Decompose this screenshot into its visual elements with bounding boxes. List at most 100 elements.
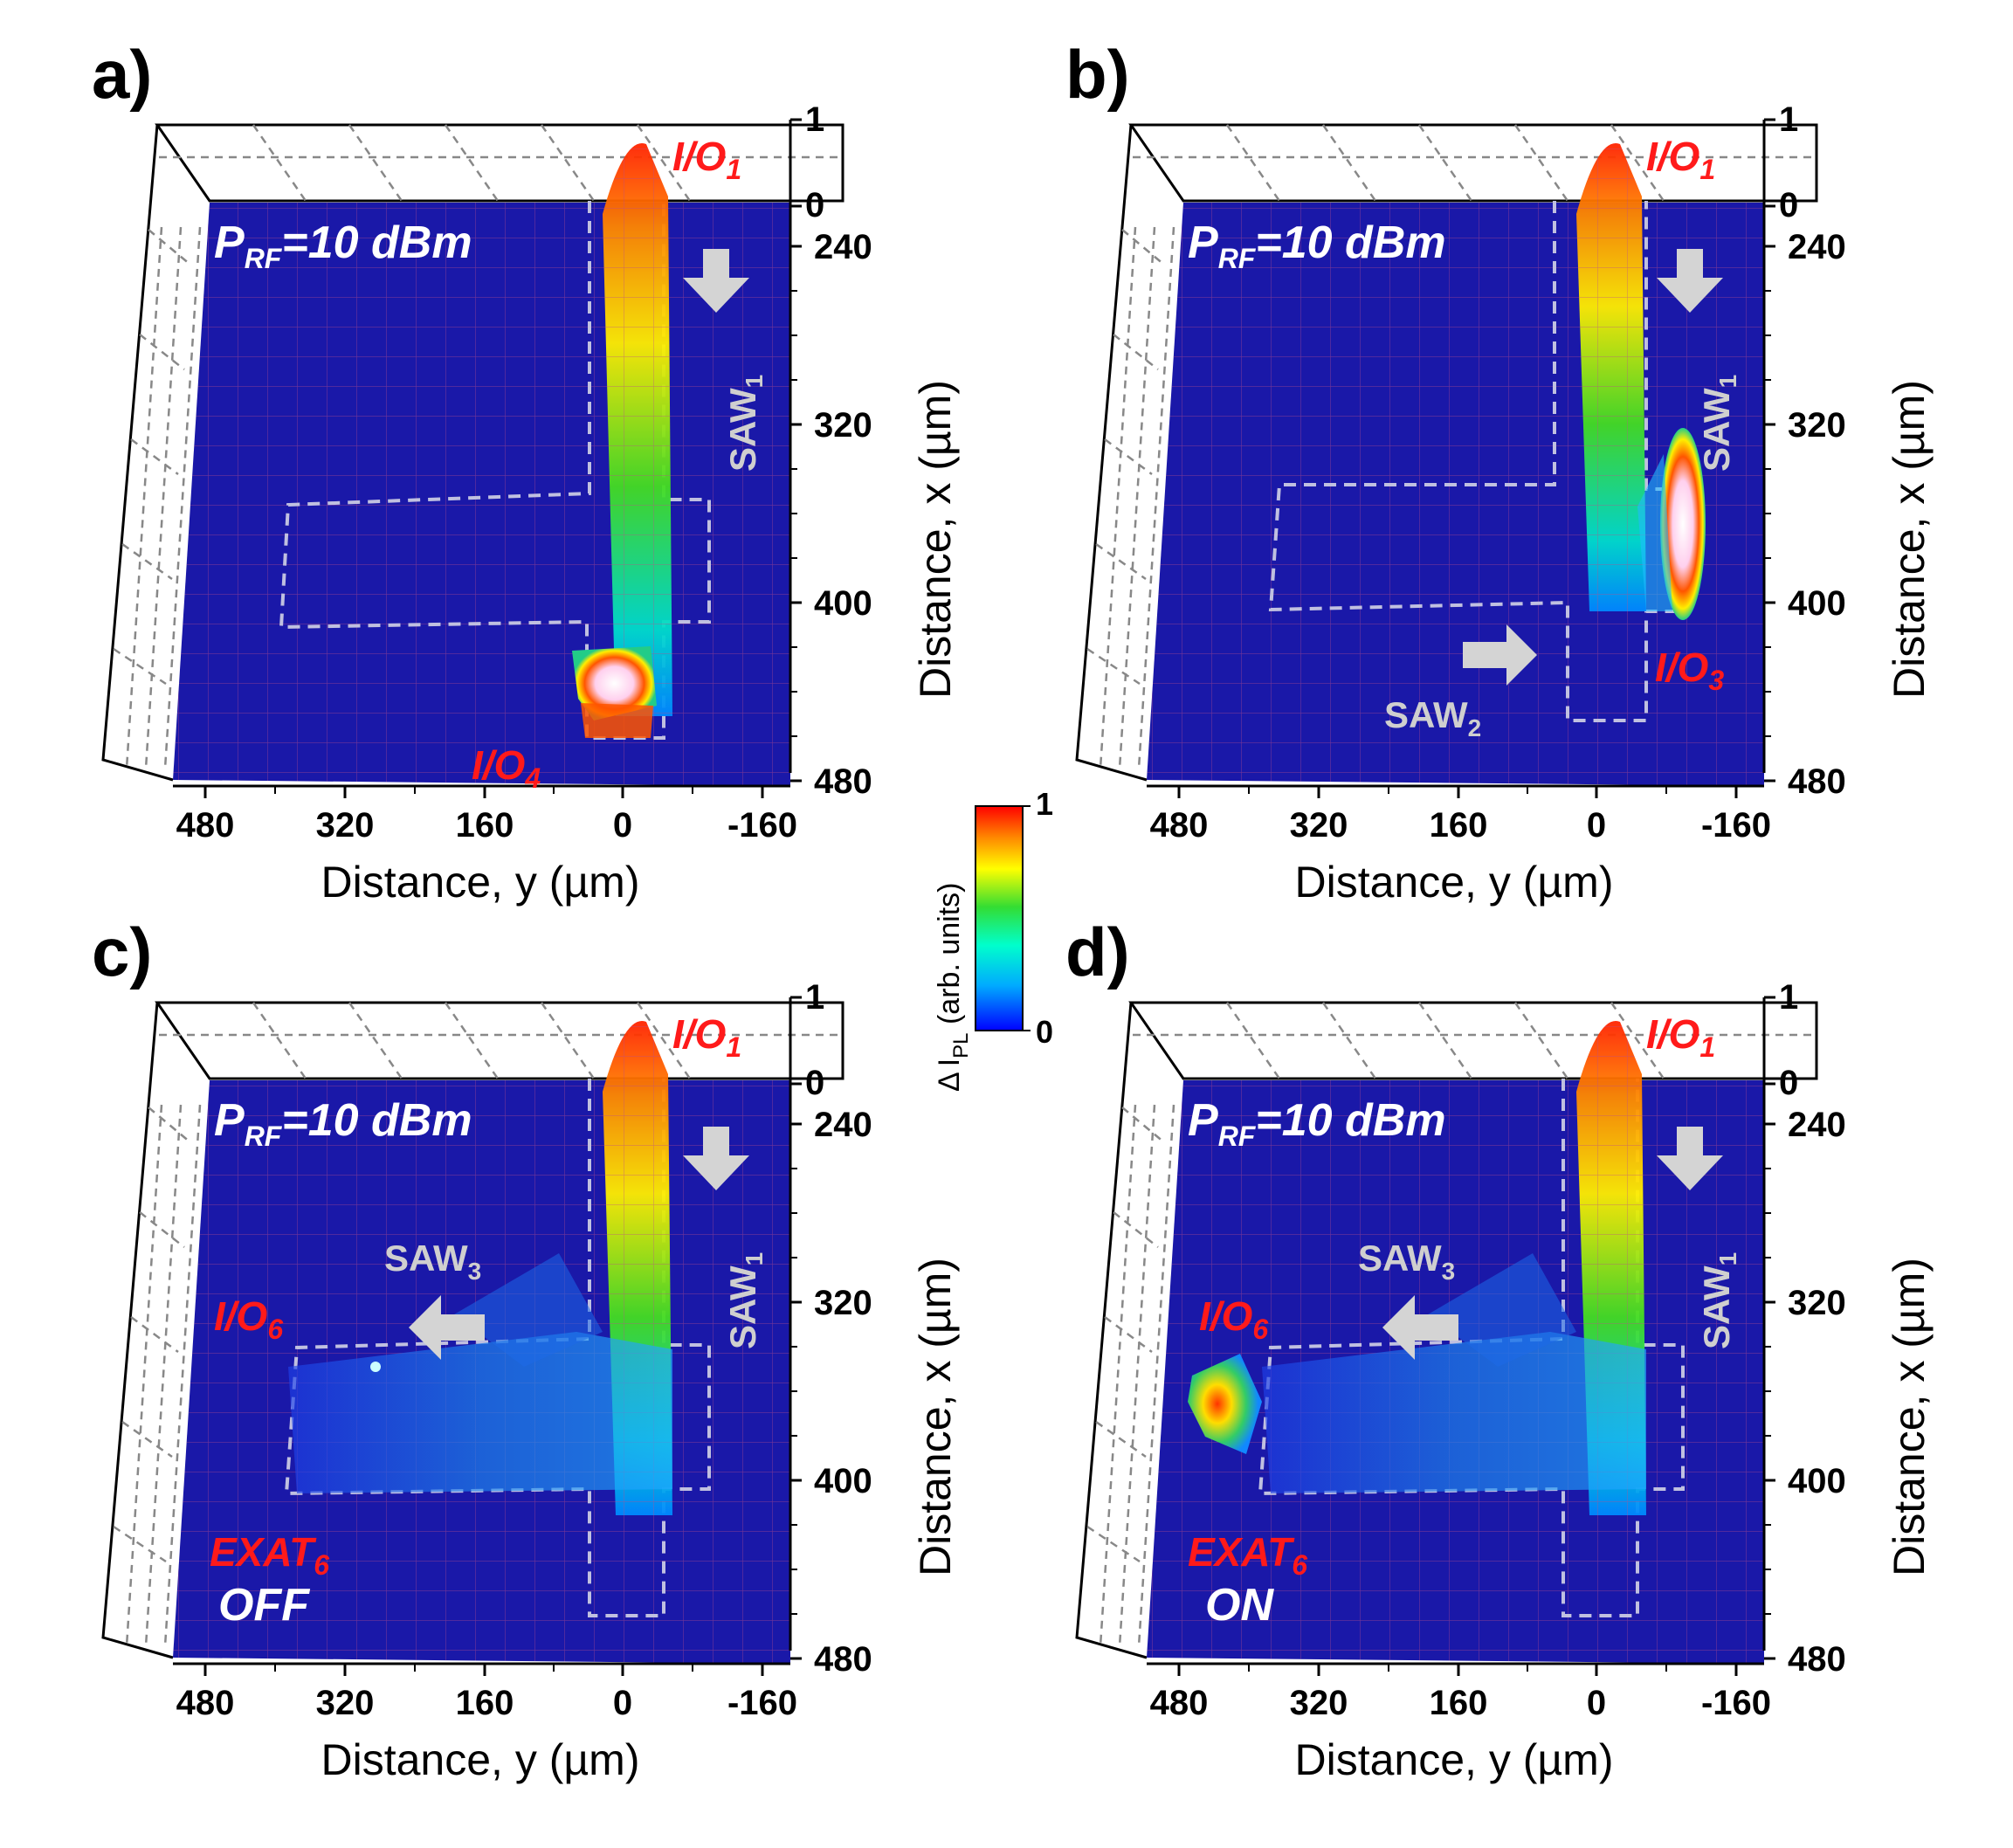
- saw1-label: SAW1: [1696, 375, 1741, 472]
- colorbar-title: ΔIPL (arb. units): [933, 883, 973, 1092]
- exat6-label: EXAT6: [210, 1529, 329, 1581]
- y-tick-320: 320: [1290, 806, 1348, 845]
- colorbar-gradient: [975, 805, 1024, 1031]
- saw1-label: SAW1: [722, 1252, 768, 1349]
- x-tick-240: 240: [814, 228, 872, 266]
- panel-label: a): [92, 36, 152, 113]
- y-tick-160: 160: [456, 1684, 514, 1722]
- io1-label: I/O1: [672, 1011, 741, 1063]
- y-tick--160: -160: [1701, 1684, 1771, 1722]
- x-tick-480: 480: [814, 762, 872, 801]
- panel-label: c): [92, 914, 152, 990]
- y-tick-160: 160: [1430, 1684, 1488, 1722]
- colorbar: 1 0 ΔIPL (arb. units): [933, 786, 1053, 1092]
- saw3-spread: [1262, 1332, 1646, 1493]
- saw1-arrow: [1657, 249, 1723, 313]
- box-top-frame: [1128, 123, 1818, 203]
- io6-label: I/O6: [1199, 1293, 1268, 1345]
- saw2-arrow: [1463, 624, 1537, 686]
- x-tick-320: 320: [1788, 406, 1846, 445]
- panel-label: d): [1065, 914, 1130, 990]
- panel-3: 1 0 240 320 400 480 Distance, x (µm) 480 320 160 0…: [92, 914, 960, 1784]
- y-tick-480: 480: [1150, 1684, 1209, 1722]
- io6-marker: [370, 1362, 381, 1372]
- x-tick-400: 400: [1788, 1462, 1846, 1500]
- box-left-frame: [1075, 124, 1148, 782]
- box-left-frame: [101, 124, 174, 782]
- box-top-frame: [1128, 1001, 1818, 1080]
- panel-2: 1 0 240 320 400 480 Distance, x (µm) 480 320 160 0…: [1065, 36, 1934, 907]
- y-axis-title: Distance, y (µm): [321, 1735, 640, 1784]
- x-tick-480: 480: [814, 1640, 872, 1679]
- x-axis-title: Distance, x (µm): [1885, 380, 1934, 699]
- z-tick-1: 1: [805, 100, 824, 139]
- waveguide-outline: [1258, 1079, 1685, 1617]
- saw2-label: SAW2: [1384, 694, 1481, 741]
- saw3-arrow: [1382, 1295, 1458, 1360]
- power-label: PRF=10 dBm: [1188, 217, 1446, 274]
- y-axis-title: Distance, y (µm): [321, 858, 640, 907]
- saw1-arrow: [683, 1127, 749, 1190]
- y-tick-320: 320: [1290, 1684, 1348, 1722]
- x-tick-320: 320: [814, 1284, 872, 1322]
- x-tick-240: 240: [1788, 1106, 1846, 1144]
- y-tick-480: 480: [176, 1684, 235, 1722]
- z-tick-0: 0: [805, 186, 824, 224]
- z-tick-1: 1: [1779, 978, 1798, 1017]
- io1-label: I/O1: [672, 134, 741, 185]
- y-tick-0: 0: [1587, 1684, 1606, 1722]
- saw3-spread: [288, 1332, 672, 1493]
- x-tick-400: 400: [1788, 584, 1846, 623]
- panel-label: b): [1065, 36, 1130, 113]
- z-tick-0: 0: [1779, 186, 1798, 224]
- colorbar-max-label: 1: [1036, 786, 1053, 822]
- y-tick-0: 0: [613, 1684, 632, 1722]
- z-tick-1: 1: [1779, 100, 1798, 139]
- z-tick-0: 0: [1779, 1064, 1798, 1102]
- x-axis-title: Distance, x (µm): [1885, 1258, 1934, 1576]
- x-tick-320: 320: [814, 406, 872, 445]
- saw1-arrow: [683, 249, 749, 313]
- y-tick-160: 160: [456, 806, 514, 845]
- x-axis-title: Distance, x (µm): [911, 380, 960, 699]
- y-tick-480: 480: [176, 806, 235, 845]
- y-tick--160: -160: [1701, 806, 1771, 845]
- io3-label: I/O3: [1655, 645, 1724, 696]
- x-tick-400: 400: [814, 584, 872, 623]
- io4-hotspot: [572, 646, 657, 721]
- saw1-arrow: [1657, 1127, 1723, 1190]
- y-tick-160: 160: [1430, 806, 1488, 845]
- x-tick-480: 480: [1788, 762, 1846, 801]
- saw3-arrow: [409, 1295, 485, 1360]
- y-axis-title: Distance, y (µm): [1295, 858, 1614, 907]
- x-axis-title: Distance, x (µm): [911, 1258, 960, 1576]
- y-tick-320: 320: [316, 1684, 375, 1722]
- y-tick-0: 0: [613, 806, 632, 845]
- box-left-frame: [1075, 1002, 1148, 1659]
- x-tick-320: 320: [1788, 1284, 1846, 1322]
- io1-label: I/O1: [1646, 1011, 1715, 1063]
- box-left-frame: [101, 1002, 174, 1659]
- io4-label: I/O4: [472, 742, 541, 794]
- box-top-frame: [155, 1001, 844, 1080]
- waveguide-outline: [284, 1079, 711, 1617]
- y-tick-320: 320: [316, 806, 375, 845]
- y-tick--160: -160: [727, 1684, 797, 1722]
- io6-hotspot: [1188, 1354, 1262, 1454]
- y-axis-title: Distance, y (µm): [1295, 1735, 1614, 1784]
- x-tick-480: 480: [1788, 1640, 1846, 1679]
- x-tick-400: 400: [814, 1462, 872, 1500]
- panel-4: 1 0 240 320 400 480 Distance, x (µm) 480 320 160 0…: [1065, 914, 1934, 1784]
- exat6-label: EXAT6: [1188, 1529, 1307, 1581]
- z-tick-0: 0: [805, 1064, 824, 1102]
- panel-1: 1 0 240 320 400 480 Distance, x (µm) 480 320 160 0…: [92, 36, 960, 907]
- x-tick-240: 240: [814, 1106, 872, 1144]
- y-tick--160: -160: [727, 806, 797, 845]
- power-label: PRF=10 dBm: [214, 1095, 472, 1152]
- x-tick-240: 240: [1788, 228, 1846, 266]
- saw1-label: SAW1: [1696, 1252, 1741, 1349]
- power-label: PRF=10 dBm: [1188, 1095, 1446, 1152]
- exat6-state-label: ON: [1205, 1580, 1274, 1631]
- exat6-state-label: OFF: [218, 1580, 310, 1631]
